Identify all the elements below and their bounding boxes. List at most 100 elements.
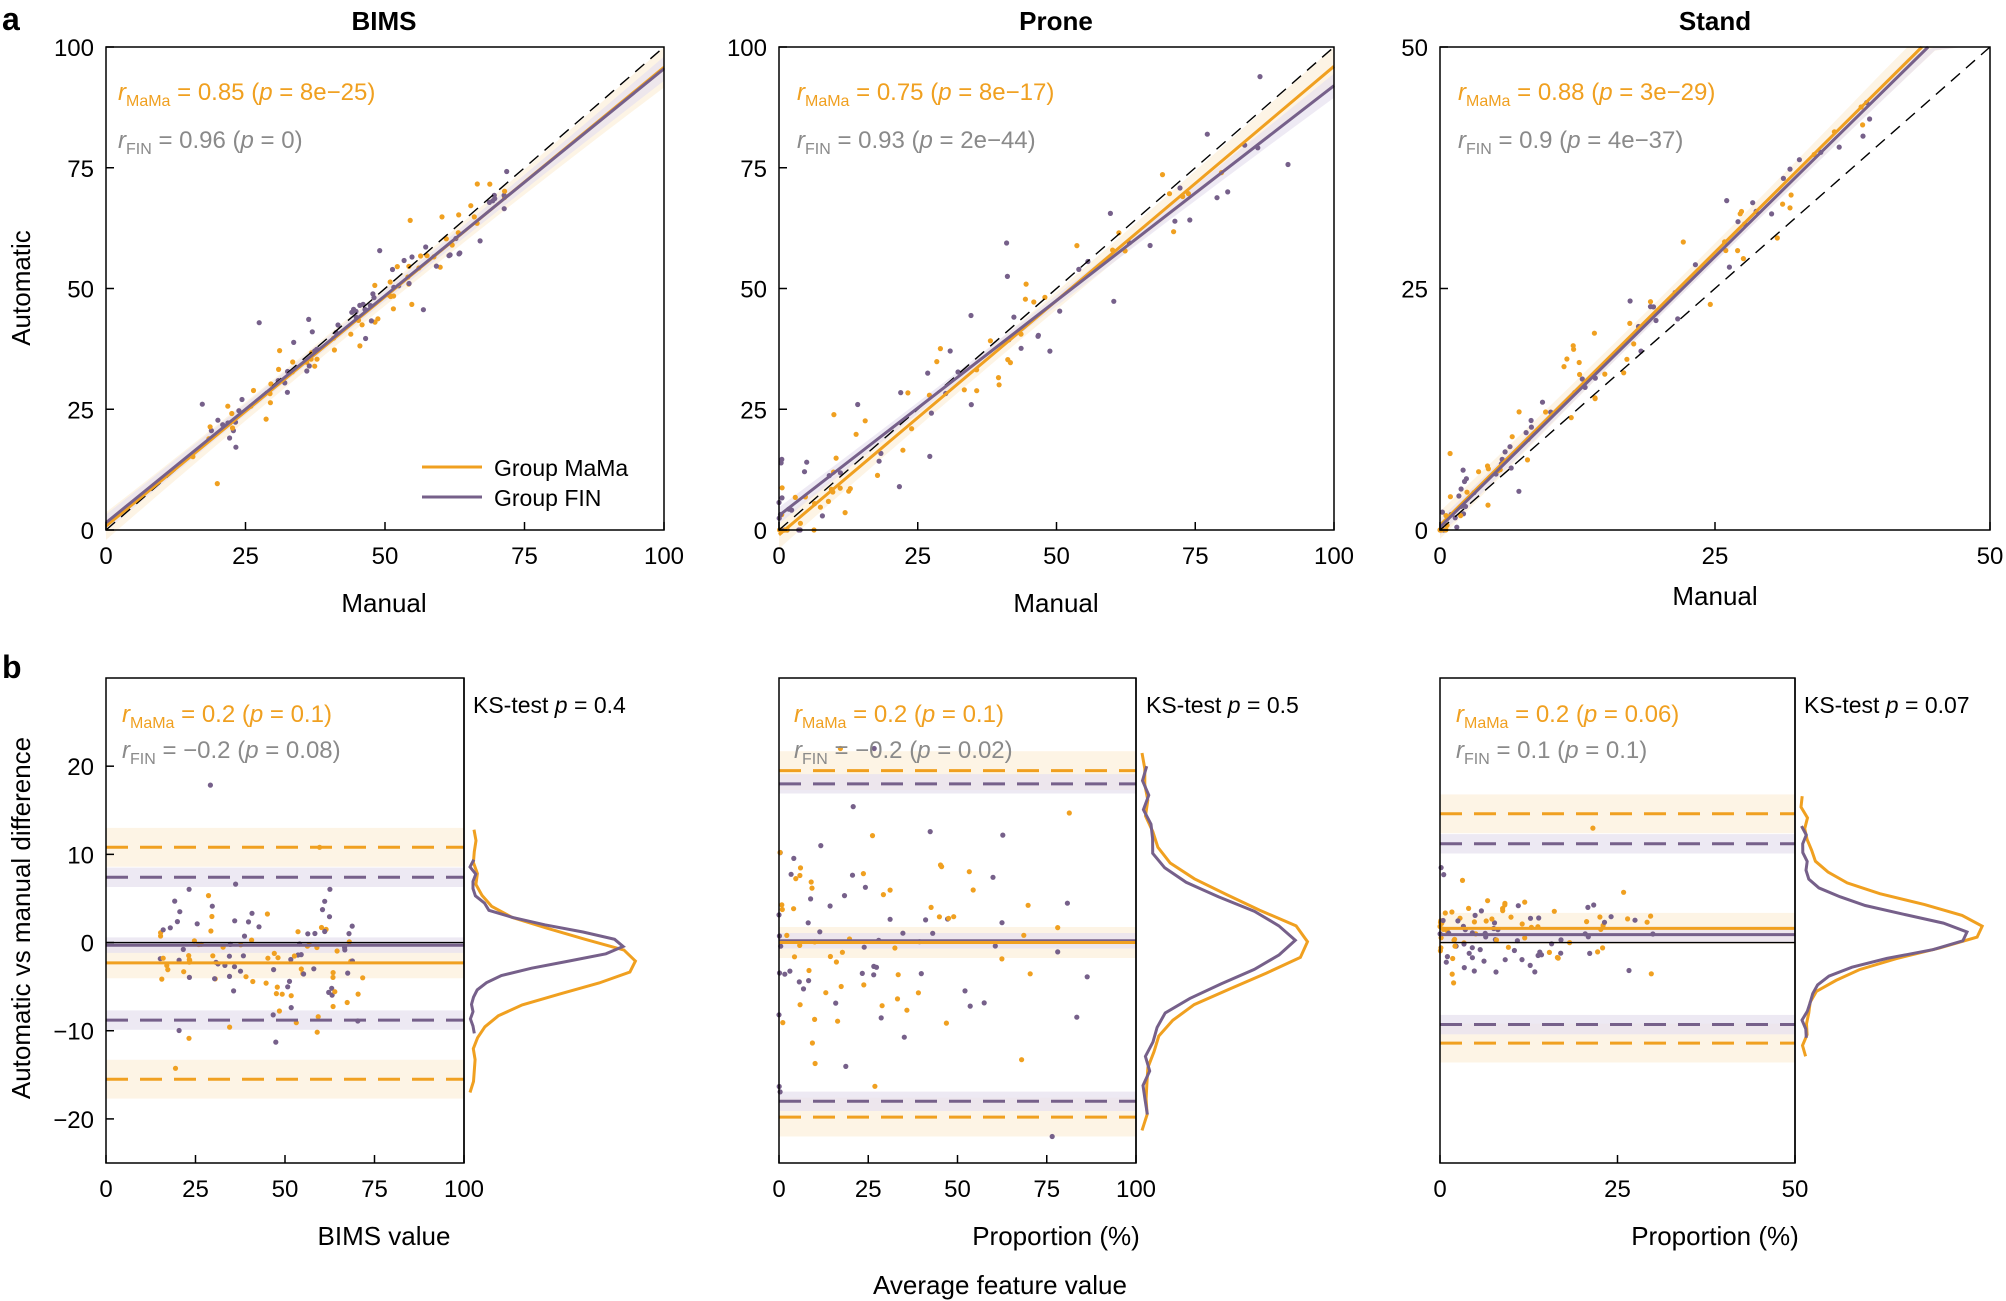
y-tick-label-bims: 0 (81, 518, 94, 545)
data-point-fin-bims-b (305, 931, 311, 937)
p-close: ) (1671, 701, 1679, 728)
ylabel-row-b: Automatic vs manual difference (6, 737, 36, 1099)
data-point-mama-stand-b (1489, 916, 1495, 922)
data-point-fin-stand-b (1461, 965, 1467, 971)
data-point-fin-stand (1539, 399, 1546, 405)
data-point-fin-bims-b (349, 923, 355, 929)
data-point-mama-stand-b (1459, 877, 1466, 884)
data-point-fin-bims-b (186, 886, 192, 892)
data-point-mama-stand (1564, 356, 1570, 362)
data-point-fin-stand-b (1608, 914, 1614, 920)
p-value: 2e−44 (960, 127, 1027, 154)
data-point-fin-bims (233, 444, 239, 450)
data-point-fin-stand-b (1466, 950, 1472, 956)
r-symbol: r (122, 701, 131, 728)
data-point-fin-stand-b (1515, 903, 1521, 909)
r-fin-bims: rFIN = 0.96 (p = 0) (118, 127, 303, 158)
data-point-mama-stand (1485, 502, 1491, 508)
data-point-mama-bims-b (263, 980, 269, 986)
data-point-fin-bims (368, 318, 374, 324)
data-point-mama-prone-b (797, 942, 803, 949)
data-point-mama-prone-b (999, 956, 1005, 962)
data-point-mama-bims (250, 387, 257, 394)
data-point-mama-prone (833, 455, 839, 461)
y-tick-label-bims-b: −10 (53, 1019, 94, 1046)
data-point-fin-stand (1796, 157, 1802, 163)
r-eq: = (174, 701, 201, 728)
ks-eq: = (568, 692, 594, 718)
data-point-mama-bims-b (330, 1003, 336, 1010)
data-point-mama-prone (1042, 294, 1048, 300)
data-point-fin-bims-b (233, 881, 239, 887)
x-tick-label-prone-b: 75 (1033, 1176, 1060, 1203)
data-point-fin-bims (284, 389, 290, 395)
data-point-mama-bims-b (264, 911, 270, 917)
data-point-mama-prone (1159, 172, 1166, 178)
data-point-mama-prone (996, 382, 1002, 388)
data-point-fin-prone (1147, 242, 1153, 249)
r-eq: = (152, 127, 179, 154)
data-point-mama-stand-b (1500, 908, 1506, 914)
y-tick-label-bims: 75 (67, 156, 94, 183)
data-point-fin-stand-b (1444, 954, 1450, 960)
x-tick-label-prone: 100 (1314, 543, 1354, 570)
data-point-fin-bims-b (256, 924, 262, 930)
data-point-mama-prone-b (861, 982, 867, 988)
data-point-mama-bims-b (355, 991, 361, 997)
data-point-fin-stand-b (1558, 937, 1564, 943)
xlabel-stand-a: Manual (1672, 581, 1757, 611)
data-point-mama-bims (314, 356, 320, 362)
r-mama-stand-b: rMaMa = 0.2 (p = 0.06) (1456, 701, 1679, 732)
data-point-mama-bims-b (250, 978, 256, 985)
y-tick-label-bims: 50 (67, 277, 94, 304)
data-point-mama-prone (1023, 281, 1029, 287)
data-point-mama-stand (1576, 359, 1582, 366)
data-point-mama-prone (987, 338, 994, 344)
p-value: 0.06 (1625, 701, 1672, 728)
data-point-fin-prone (779, 456, 785, 462)
x-tick-label-prone: 25 (904, 543, 931, 570)
x-tick-label-prone: 75 (1182, 543, 1209, 570)
data-point-fin-bims (457, 250, 463, 256)
y-tick-label-prone: 50 (740, 277, 767, 304)
data-point-mama-prone (974, 388, 980, 394)
data-point-fin-prone-b (1074, 1014, 1080, 1020)
data-point-mama-stand (1860, 122, 1866, 128)
x-tick-label-stand: 25 (1702, 543, 1729, 570)
data-point-mama-stand-b (1505, 944, 1511, 950)
data-point-mama-prone-b (812, 1016, 818, 1023)
data-point-mama-bims-b (208, 928, 214, 934)
data-point-fin-prone-b (901, 1034, 907, 1040)
data-point-fin-prone-b (859, 970, 865, 977)
data-point-mama-stand (1680, 239, 1686, 245)
p-eq: = (952, 79, 979, 106)
data-point-fin-prone-b (1064, 900, 1070, 906)
data-point-mama-prone-b (779, 906, 785, 913)
data-point-mama-bims-b (265, 955, 271, 961)
data-point-fin-stand (1579, 376, 1585, 382)
data-point-fin-stand-b (1481, 958, 1487, 964)
data-point-mama-stand (1788, 192, 1794, 198)
p-close: ) (1005, 737, 1013, 764)
data-point-mama-stand (1624, 356, 1630, 362)
y-tick-label-bims-b: −20 (53, 1107, 94, 1134)
data-point-mama-bims-b (315, 1014, 321, 1020)
p-open: ( (903, 737, 918, 764)
data-point-fin-prone (1285, 161, 1291, 168)
p-value: 0.1 (291, 701, 324, 728)
ks-test-prone: KS-test p = 0.5 (1146, 692, 1299, 718)
data-point-mama-bims (267, 400, 273, 406)
r-subscript: FIN (126, 141, 152, 158)
r-value: 0.2 (874, 701, 907, 728)
data-point-fin-stand-b (1511, 947, 1517, 954)
data-point-fin-prone (876, 458, 882, 464)
r-symbol: r (1458, 127, 1467, 154)
data-point-mama-prone-b (809, 885, 815, 891)
r-mama-stand: rMaMa = 0.88 (p = 3e−29) (1458, 79, 1715, 110)
data-point-fin-prone (1225, 189, 1231, 195)
data-point-fin-bims-b (311, 966, 317, 972)
data-point-fin-stand (1735, 219, 1741, 225)
data-point-mama-stand-b (1471, 919, 1477, 925)
data-point-fin-prone (928, 410, 935, 416)
data-point-fin-bims-b (322, 928, 328, 935)
